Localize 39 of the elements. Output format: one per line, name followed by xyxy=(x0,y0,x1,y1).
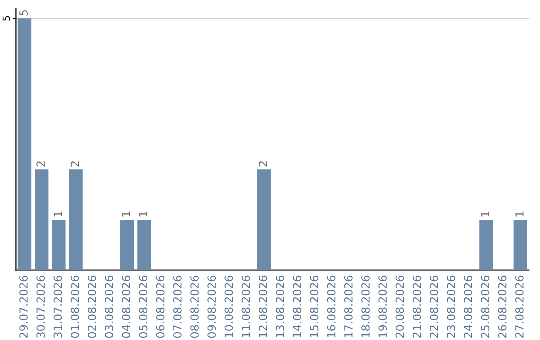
x-tick-label: 10.08.2026 xyxy=(224,276,234,338)
x-tick-label: 09.08.2026 xyxy=(208,276,216,338)
x-tick-label: 15.08.2026 xyxy=(310,276,319,338)
x-tick-label: 24.08.2026 xyxy=(464,276,473,338)
x-tick-label: 13.08.2026 xyxy=(276,276,284,338)
data-label: 1 xyxy=(516,212,524,217)
x-tick-label: 05.08.2026 xyxy=(139,276,148,338)
x-tick-label: 17.08.2026 xyxy=(344,276,353,338)
data-label: 5 xyxy=(20,10,28,16)
x-tick-label: 16.08.2026 xyxy=(327,276,336,338)
x-tick-label: 12.08.2026 xyxy=(258,276,268,338)
x-tick-label: 27.08.2026 xyxy=(515,276,524,338)
x-tick-label: 22.08.2026 xyxy=(430,276,438,338)
data-label: 2 xyxy=(258,162,268,167)
x-tick-label: 01.08.2026 xyxy=(70,276,80,338)
data-label: 2 xyxy=(36,162,45,167)
data-label: 2 xyxy=(70,162,80,167)
x-tick-label: 07.08.2026 xyxy=(173,276,182,338)
x-tick-label: 18.08.2026 xyxy=(362,276,370,338)
x-tick-label: 23.08.2026 xyxy=(447,276,456,338)
x-tick-label: 08.08.2026 xyxy=(190,276,199,338)
data-label: 1 xyxy=(139,212,148,217)
x-tick-label: 14.08.2026 xyxy=(293,276,302,338)
x-tick-label: 04.08.2026 xyxy=(122,276,131,338)
data-label: 1 xyxy=(54,212,62,217)
x-tick-label: 19.08.2026 xyxy=(378,276,388,338)
x-tick-label: 02.08.2026 xyxy=(88,276,96,338)
x-tick-label: 20.08.2026 xyxy=(396,276,404,338)
x-tick-label: 30.07.2026 xyxy=(36,276,46,338)
x-tick-label: 26.08.2026 xyxy=(498,276,507,338)
x-tick-label: 11.08.2026 xyxy=(242,276,250,338)
x-tick-label: 29.07.2026 xyxy=(20,276,28,338)
x-tick-label: 25.08.2026 xyxy=(481,276,490,338)
x-tick-label: 21.08.2026 xyxy=(412,276,422,338)
x-tick-label: 31.07.2026 xyxy=(54,276,62,338)
data-label: 1 xyxy=(122,212,130,217)
x-tick-label: 03.08.2026 xyxy=(105,276,114,338)
x-tick-label: 06.08.2026 xyxy=(156,276,165,338)
data-label: 1 xyxy=(481,212,490,217)
